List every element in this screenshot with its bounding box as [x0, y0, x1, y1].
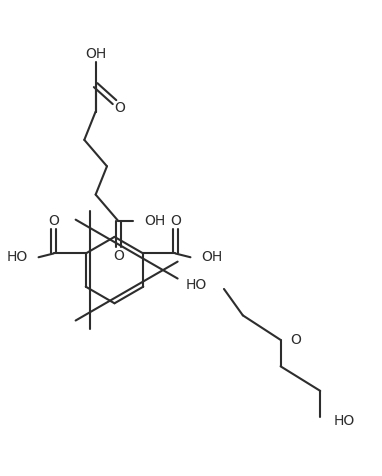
Text: HO: HO [333, 414, 354, 428]
Text: HO: HO [7, 250, 28, 264]
Text: O: O [113, 249, 124, 263]
Text: OH: OH [201, 250, 222, 264]
Text: HO: HO [186, 278, 207, 292]
Text: O: O [48, 214, 59, 228]
Text: O: O [290, 333, 301, 347]
Text: OH: OH [85, 47, 106, 61]
Text: O: O [115, 101, 126, 115]
Text: O: O [170, 214, 181, 228]
Text: OH: OH [144, 214, 165, 228]
